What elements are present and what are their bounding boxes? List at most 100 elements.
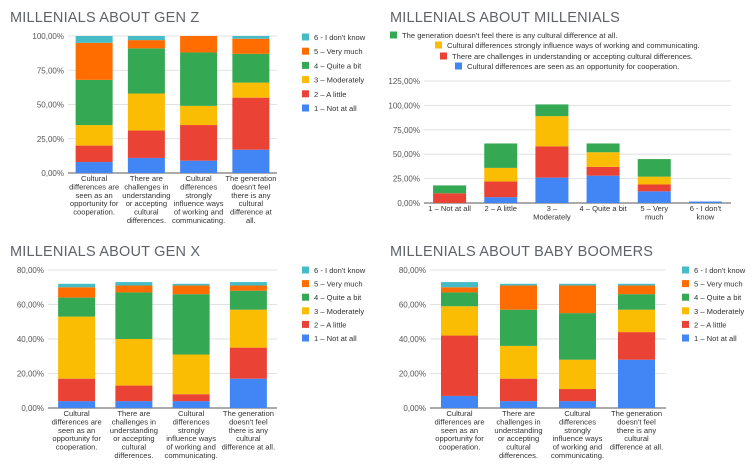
category-label: Cultural differences strongly influence way… xyxy=(551,409,604,460)
bar-segment xyxy=(484,197,518,203)
bar-segment xyxy=(618,283,655,286)
bar-segment xyxy=(441,306,478,336)
legend-swatch xyxy=(302,104,309,112)
category-label: The generation doesn't feel there is any cu… xyxy=(610,409,663,452)
bar-segment xyxy=(535,177,569,203)
bar-segment xyxy=(433,193,467,203)
legend-swatch xyxy=(682,266,689,274)
legend-label: The generation doesn't feel there is any… xyxy=(402,31,617,40)
bar-segment xyxy=(180,52,218,106)
bar-segment xyxy=(559,359,596,390)
legend-swatch xyxy=(682,334,689,342)
y-tick-label: 0,00% xyxy=(21,404,44,413)
legend-swatch xyxy=(682,280,689,288)
bar-segment xyxy=(618,285,655,295)
y-tick-label: 50,00% xyxy=(393,150,420,159)
bar-segment xyxy=(637,191,671,203)
legend-label: 6 - I don't know xyxy=(694,266,746,275)
bar-segment xyxy=(180,105,218,126)
bar-segment xyxy=(535,104,569,117)
legend-label: 5 – Very much xyxy=(314,47,363,56)
legend-label: 1 – Not at all xyxy=(694,334,737,343)
legend-label: Cultural differences strongly influence … xyxy=(447,41,700,50)
bar-segment xyxy=(232,82,270,98)
bar-segment xyxy=(484,181,518,198)
bar-segment xyxy=(232,36,270,39)
category-label: 3 – Moderately xyxy=(533,204,571,221)
legend-swatch xyxy=(302,90,309,98)
y-tick-label: 100,00% xyxy=(32,32,64,41)
legend-swatch xyxy=(455,62,462,70)
bar-segment xyxy=(75,42,113,80)
legend-label: 6 - I don't know xyxy=(314,33,366,42)
category-label: Cultural differences are seen as an opportu… xyxy=(434,409,484,452)
bar-segment xyxy=(172,283,210,286)
panel-millenials: MILLENIALS ABOUT MILLENIALS 0,00% 25,00% 5… xyxy=(376,0,752,233)
category-label: There are challenges in understanding or ac… xyxy=(122,174,170,225)
bar-segment xyxy=(500,283,537,286)
legend-swatch xyxy=(440,52,447,60)
bar-segment xyxy=(433,185,467,194)
bar-segment xyxy=(232,53,270,83)
bar-segment xyxy=(229,282,267,286)
legend-label: 5 – Very much xyxy=(694,280,743,289)
bar-segment xyxy=(500,309,537,346)
y-tick-label: 125,00% xyxy=(388,77,420,86)
category-label: Cultural differences are seen as an opportu… xyxy=(69,174,119,217)
bar-segment xyxy=(586,175,620,203)
category-label: There are challenges in understanding or ac… xyxy=(494,409,542,460)
legend-swatch xyxy=(302,76,309,84)
bar-segment xyxy=(559,283,596,286)
legend-label: 2 – A little xyxy=(314,320,347,329)
chart-baby-boomers: 0,00% 20,00% 40,00% 60,00% 80,00% Cultural dif… xyxy=(399,266,746,460)
category-label: 5 – Very much xyxy=(640,204,668,221)
legend-label: 4 – Quite a bit xyxy=(314,61,362,70)
legend-label: 6 - I don't know xyxy=(314,266,366,275)
bar-segment xyxy=(58,297,96,317)
panel-gen-z: MILLENIALS ABOUT GEN Z 0,00% 25,00% 50,00%… xyxy=(0,0,376,233)
y-tick-label: 60,00% xyxy=(17,301,44,310)
y-tick-label: 25,00% xyxy=(393,175,420,184)
legend-swatch xyxy=(302,320,309,328)
bar-segment xyxy=(229,309,267,348)
category-label: Cultural differences strongly influence way… xyxy=(165,409,218,460)
bar-segment xyxy=(58,287,96,298)
legend-label: 4 – Quite a bit xyxy=(314,293,362,302)
bar-segment xyxy=(535,146,569,178)
category-label: 2 – A little xyxy=(484,204,517,213)
bar-segment xyxy=(484,143,518,168)
y-tick-label: 60,00% xyxy=(399,301,426,310)
category-label: 6 - I don't know xyxy=(690,204,722,221)
bar-segment xyxy=(559,401,596,408)
bar-segment xyxy=(229,290,267,310)
y-tick-label: 0,00% xyxy=(403,404,426,413)
bar-segment xyxy=(500,378,537,402)
bar-segment xyxy=(500,285,537,310)
chart-title: MILLENIALS ABOUT BABY BOOMERS xyxy=(390,244,654,260)
legend-swatch xyxy=(302,61,309,69)
bar-segment xyxy=(115,292,153,339)
bar-segment xyxy=(127,93,165,131)
category-label: 1 – Not at all xyxy=(428,204,471,213)
legend-label: 3 – Moderately xyxy=(314,307,364,316)
chart-title: MILLENIALS ABOUT MILLENIALS xyxy=(390,10,620,26)
bar-segment xyxy=(229,285,267,291)
bar-segment xyxy=(172,401,210,408)
legend-label: 3 – Moderately xyxy=(314,76,364,85)
bar-segment xyxy=(180,160,218,173)
y-tick-label: 20,00% xyxy=(399,370,426,379)
bar-segment xyxy=(535,116,569,147)
bar-segment xyxy=(172,285,210,295)
bar-segment xyxy=(232,97,270,150)
legend-swatch xyxy=(390,31,397,39)
legend-swatch xyxy=(302,293,309,301)
bar-segment xyxy=(115,385,153,402)
y-tick-label: 0,00% xyxy=(397,199,420,208)
legend-swatch xyxy=(302,334,309,342)
bar-segment xyxy=(586,152,620,167)
legend-swatch xyxy=(682,307,689,315)
bar-segment xyxy=(115,282,153,286)
bar-segment xyxy=(559,389,596,402)
bar-segment xyxy=(127,157,165,173)
y-tick-label: 25,00% xyxy=(37,135,64,144)
